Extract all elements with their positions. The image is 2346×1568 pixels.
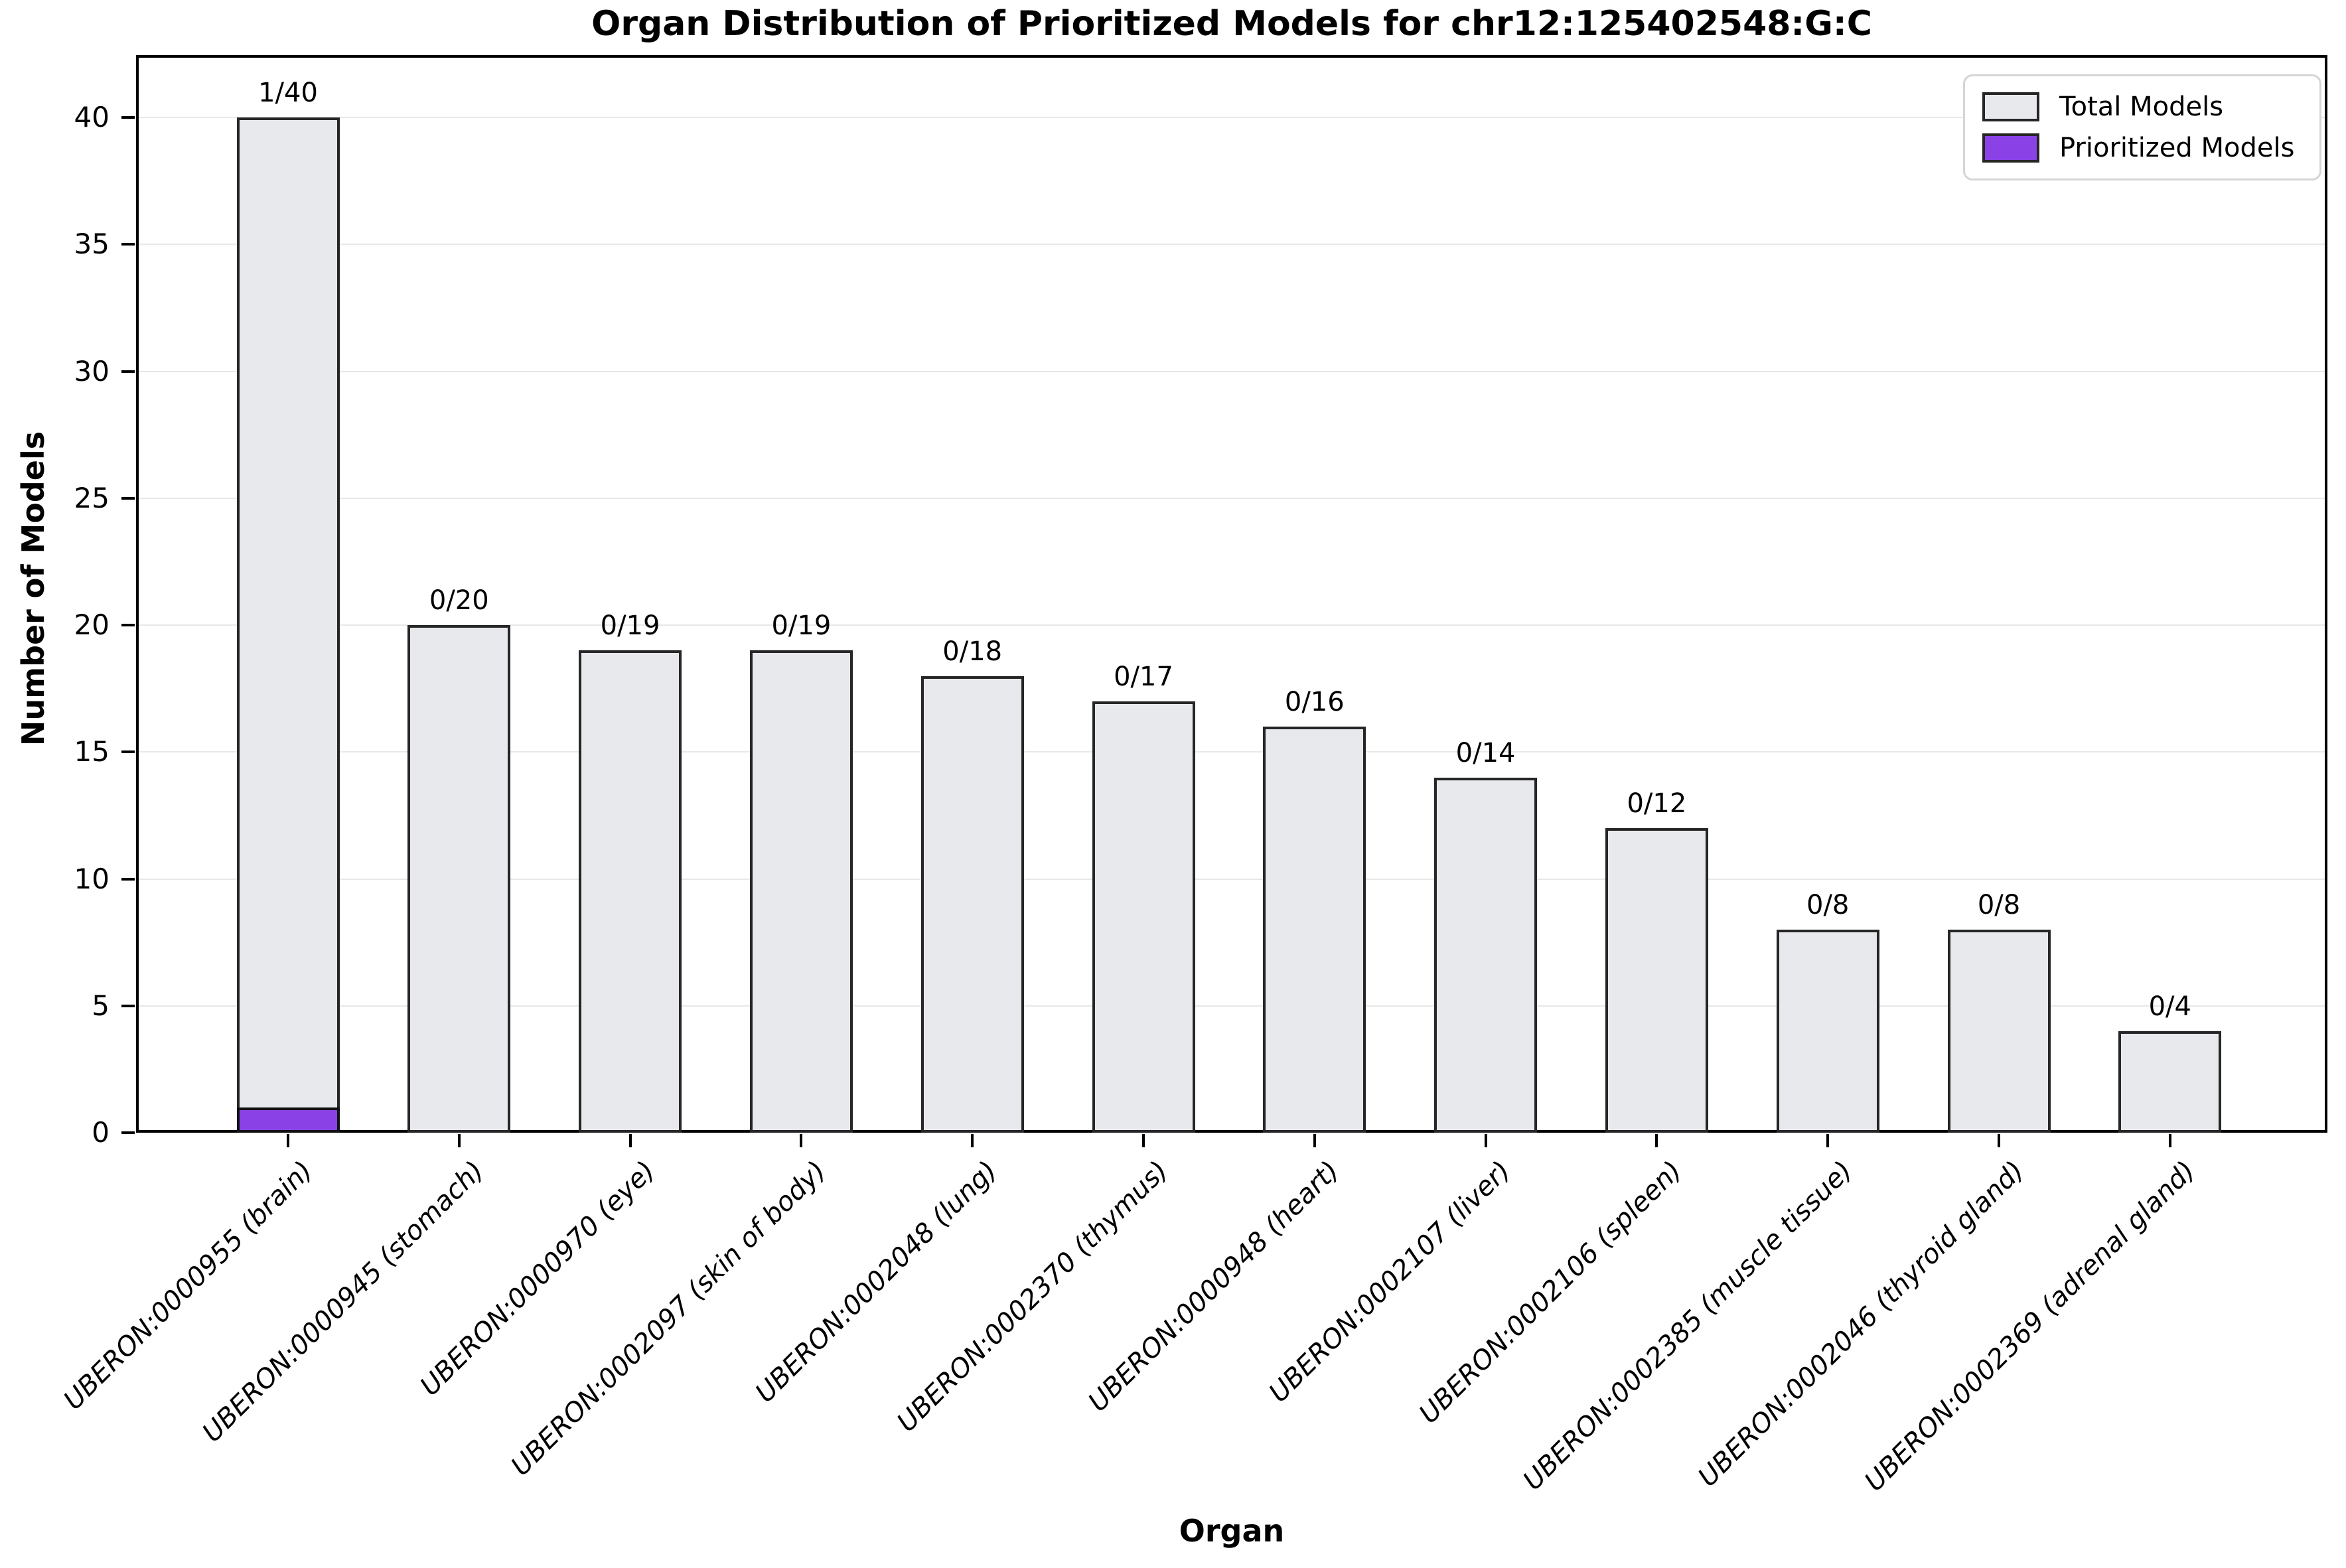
gridline [139, 751, 2325, 753]
bar-value-annotation: 0/16 [1284, 687, 1345, 717]
y-tick-mark [121, 370, 135, 373]
bar-total [920, 676, 1024, 1133]
bar-total [1776, 930, 1879, 1133]
bar-total [407, 625, 511, 1133]
x-tick-mark [1484, 1134, 1487, 1147]
bar-value-annotation: 1/40 [258, 78, 318, 108]
y-tick-label: 40 [74, 101, 110, 133]
x-tick-mark [1313, 1134, 1316, 1147]
bar-total [1092, 701, 1195, 1133]
gridline [139, 117, 2325, 118]
bar-value-annotation: 0/8 [1977, 890, 2021, 920]
chart-title: Organ Distribution of Prioritized Models… [591, 4, 1872, 44]
x-tick-label-text: UBERON:0002046 (thyroid gland) [1692, 1155, 2030, 1493]
bar-total [1434, 777, 1538, 1133]
y-tick-mark [121, 496, 135, 500]
x-tick-mark [1142, 1134, 1145, 1147]
y-tick-mark [121, 116, 135, 119]
y-tick-mark [121, 624, 135, 626]
x-tick-mark [800, 1134, 803, 1147]
x-tick-mark [457, 1134, 461, 1147]
legend-item-total: Total Models [1982, 92, 2319, 122]
gridline [139, 497, 2325, 499]
x-tick-mark [628, 1134, 632, 1147]
x-tick-label-text: UBERON:0002097 (skin of body) [505, 1155, 832, 1482]
x-axis-label: Organ [1179, 1513, 1285, 1549]
bar-prioritized [236, 1107, 340, 1133]
x-tick-mark [1655, 1134, 1658, 1147]
y-tick-mark [121, 1131, 135, 1134]
gridline [139, 878, 2325, 880]
legend: Total Models Prioritized Models [1963, 74, 2321, 180]
bar-total [236, 117, 340, 1133]
y-tick-label: 25 [74, 481, 110, 514]
y-tick-label: 5 [92, 989, 110, 1022]
y-tick-mark [121, 243, 135, 246]
x-tick-label-text: UBERON:0002370 (thymus) [891, 1155, 1175, 1439]
y-tick-label: 20 [74, 608, 110, 641]
y-tick-mark [121, 877, 135, 881]
bar-value-annotation: 0/19 [600, 610, 660, 642]
x-tick-label-text: UBERON:0002369 (adrenal gland) [1858, 1155, 2201, 1498]
y-tick-label: 35 [74, 228, 110, 261]
y-tick-label: 10 [74, 862, 110, 895]
x-tick-label-text: UBERON:0000945 (stomach) [196, 1155, 490, 1449]
x-tick-mark [287, 1134, 289, 1147]
gridline [139, 370, 2325, 372]
bar-value-annotation: 0/19 [771, 610, 832, 642]
y-tick-mark [121, 1004, 135, 1007]
bar-value-annotation: 0/17 [1114, 661, 1173, 692]
bar-total [579, 650, 682, 1133]
bar-value-annotation: 0/8 [1806, 890, 1850, 920]
x-tick-mark [1998, 1134, 2000, 1147]
gridline [139, 244, 2325, 246]
gridline [139, 1005, 2325, 1007]
bar-total [749, 650, 853, 1133]
y-tick-label: 15 [74, 735, 110, 768]
x-tick-mark [2168, 1134, 2171, 1147]
bar-total [1263, 727, 1366, 1133]
bar-value-annotation: 0/14 [1455, 737, 1516, 768]
y-tick-mark [121, 750, 135, 754]
y-tick-label: 30 [74, 354, 110, 388]
bar-total [1605, 828, 1708, 1133]
bar-value-annotation: 0/4 [2148, 991, 2191, 1022]
prioritized-models-swatch [1982, 133, 2039, 163]
gridline [139, 624, 2325, 626]
y-tick-label: 0 [92, 1116, 110, 1149]
bar-value-annotation: 0/18 [942, 636, 1003, 667]
legend-item-prioritized: Prioritized Models [1982, 133, 2319, 163]
bar-value-annotation: 0/12 [1627, 788, 1687, 819]
x-tick-mark [971, 1134, 974, 1147]
bar-total [1947, 930, 2051, 1133]
total-models-swatch [1982, 92, 2039, 121]
x-tick-mark [1826, 1134, 1830, 1147]
legend-label-total: Total Models [2059, 91, 2224, 122]
x-tick-label-text: UBERON:0002385 (muscle tissue) [1517, 1155, 1859, 1496]
legend-label-prioritized: Prioritized Models [2059, 133, 2295, 164]
bar-total [2118, 1031, 2222, 1133]
bar-value-annotation: 0/20 [429, 585, 489, 616]
